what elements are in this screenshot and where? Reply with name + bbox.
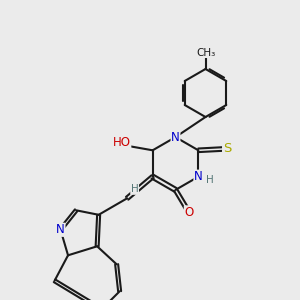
Text: CH₃: CH₃: [196, 47, 215, 58]
Text: N: N: [171, 130, 180, 144]
Text: N: N: [56, 223, 65, 236]
Text: O: O: [184, 206, 194, 219]
Text: HO: HO: [113, 136, 131, 149]
Text: S: S: [223, 142, 231, 155]
Text: H: H: [206, 175, 214, 185]
Text: H: H: [131, 184, 139, 194]
Text: N: N: [194, 170, 203, 183]
